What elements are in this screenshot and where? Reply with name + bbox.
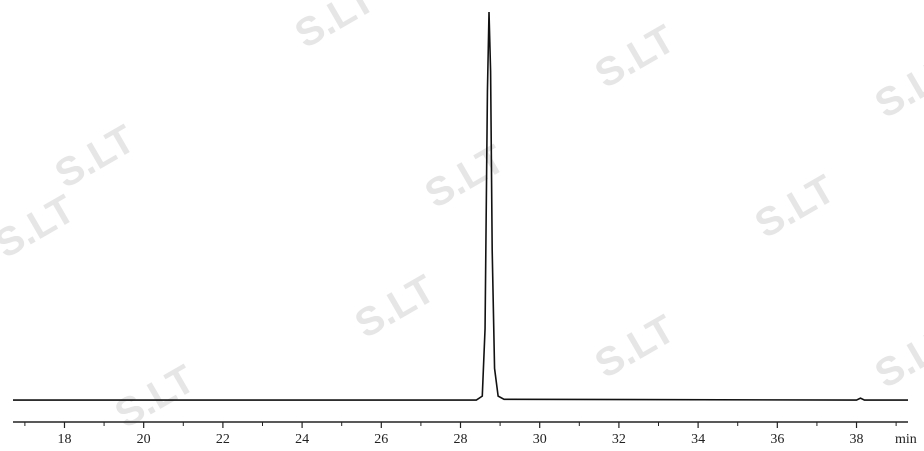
x-tick-label: 36 <box>770 432 784 447</box>
watermark: S.LT <box>868 317 924 397</box>
trace <box>13 11 908 401</box>
watermark: S.LT <box>48 117 142 197</box>
watermark: S.LT <box>0 187 82 267</box>
x-tick-label: 34 <box>691 432 705 447</box>
watermark: S.LT <box>108 357 202 437</box>
watermark: S.LT <box>418 137 512 217</box>
x-tick-label: 32 <box>612 432 626 447</box>
watermark: S.LT <box>588 307 682 387</box>
x-axis-label: min <box>895 432 917 447</box>
watermark: S.LT <box>288 0 382 57</box>
x-tick-label: 26 <box>374 432 388 447</box>
x-tick-label: 28 <box>454 432 468 447</box>
watermark: S.LT <box>588 17 682 97</box>
x-tick-label: 24 <box>295 432 309 447</box>
watermark: S.LT <box>748 167 842 247</box>
watermark: S.LT <box>348 267 442 347</box>
watermark: S.LT <box>868 47 924 127</box>
x-tick-label: 22 <box>216 432 230 447</box>
plot: 18 20 22 24 26 28 30 32 34 36 38 <box>13 11 908 447</box>
x-tick-label: 30 <box>533 432 547 447</box>
x-tick-label: 38 <box>850 432 864 447</box>
x-tick-label: 18 <box>57 432 71 447</box>
x-tick-label: 20 <box>137 432 151 447</box>
